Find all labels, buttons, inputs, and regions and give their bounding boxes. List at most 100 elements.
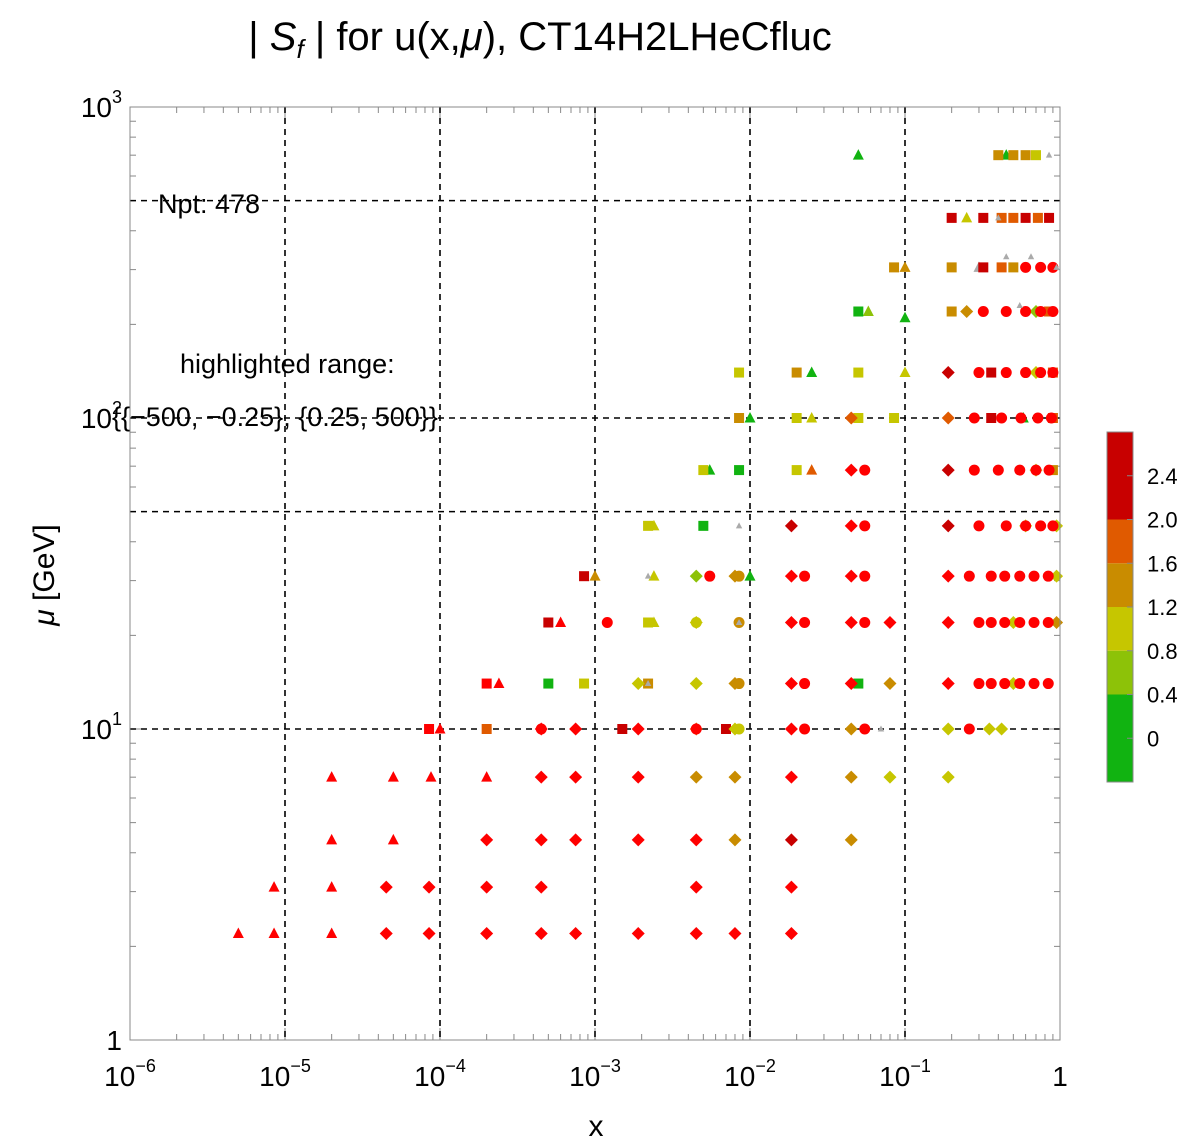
highlight-range-annotation: {{−500, −0.25}, {0.25, 500}} (112, 402, 438, 432)
data-point-diamond (631, 770, 645, 784)
data-point-diamond (784, 770, 798, 784)
data-point-diamond (784, 722, 798, 736)
data-point-square (889, 262, 900, 273)
data-point-diamond (784, 927, 798, 941)
data-point-circle (704, 570, 716, 582)
data-point-circle (973, 678, 985, 690)
data-point-circle (973, 617, 985, 629)
data-point-small-triangle (1053, 263, 1060, 270)
data-point-square (986, 413, 997, 423)
data-point-triangle (589, 570, 601, 581)
data-point-circle (1047, 367, 1059, 379)
data-point-circle (690, 723, 702, 735)
data-point-square (1020, 150, 1031, 161)
data-point-diamond (379, 880, 393, 894)
data-point-diamond (941, 569, 955, 583)
data-point-diamond (883, 677, 897, 691)
y-tick-label: 102 (81, 398, 122, 434)
data-point-diamond (631, 677, 645, 691)
data-point-square (1030, 150, 1041, 161)
x-tick-label: 1 (1052, 1061, 1068, 1092)
data-point-circle (1043, 464, 1055, 476)
colorbar-bin (1107, 650, 1133, 695)
data-point-triangle (387, 771, 399, 782)
data-point-square (734, 367, 745, 378)
npt-annotation: Npt: 478 (158, 189, 260, 219)
data-point-square (996, 262, 1007, 273)
data-point-circle (1035, 367, 1047, 379)
data-point-square (1032, 212, 1043, 223)
data-point-diamond (844, 616, 858, 630)
data-point-circle (1020, 520, 1032, 532)
data-point-diamond (883, 770, 897, 784)
data-point-small-triangle (877, 725, 885, 732)
data-point-triangle (268, 881, 280, 892)
data-point-square (978, 212, 989, 223)
data-point-circle (799, 723, 811, 735)
data-point-diamond (995, 722, 1009, 736)
data-point-diamond (689, 833, 703, 847)
data-point-square (424, 724, 435, 734)
data-point-diamond (844, 569, 858, 583)
data-point-circle (996, 412, 1008, 424)
data-point-square (853, 678, 864, 689)
data-point-circle (733, 570, 745, 582)
axis-ticks (129, 107, 1060, 1041)
data-point-diamond (844, 677, 858, 691)
data-point-diamond (844, 770, 858, 784)
data-point-diamond (941, 677, 955, 691)
data-point-triangle (806, 464, 818, 475)
plot-frame (129, 106, 1061, 1041)
data-point-circle (968, 464, 980, 476)
data-point-square (889, 413, 900, 423)
data-point-circle (1030, 464, 1042, 476)
data-point-circle (1042, 678, 1054, 690)
data-point-circle (859, 617, 871, 629)
data-point-circle (963, 723, 975, 735)
data-point-circle (1042, 617, 1054, 629)
data-point-diamond (534, 927, 548, 941)
data-point-circle (985, 617, 997, 629)
data-point-circle (1028, 678, 1040, 690)
data-point-diamond (422, 880, 436, 894)
colorbar: 0 0.4 0.8 1.2 1.6 2.0 2.4 (1106, 431, 1178, 783)
data-point-diamond (784, 833, 798, 847)
x-tick-label: 10−6 (104, 1056, 156, 1092)
data-point-circle (1015, 412, 1027, 424)
data-point-diamond (784, 616, 798, 630)
data-point-triangle (744, 570, 756, 581)
data-point-diamond (379, 927, 393, 941)
data-point-circle (1014, 617, 1026, 629)
data-point-square (1020, 212, 1031, 223)
data-point-small-triangle (1003, 253, 1010, 260)
data-point-circle (973, 367, 985, 379)
data-point-triangle (434, 723, 446, 734)
data-point-circle (999, 678, 1011, 690)
data-point-diamond (844, 519, 858, 533)
data-point-circle (1020, 261, 1032, 273)
data-point-circle (1042, 570, 1054, 582)
data-point-square (579, 678, 590, 689)
data-point-square (720, 724, 731, 734)
data-point-diamond (941, 519, 955, 533)
colorbar-label: 0.4 (1147, 683, 1178, 708)
data-point-circle (1047, 520, 1059, 532)
colorbar-label: 1.2 (1147, 595, 1178, 620)
data-point-diamond (784, 677, 798, 691)
data-point-square (643, 520, 654, 531)
data-point-diamond (534, 770, 548, 784)
data-point-circle (1047, 306, 1059, 318)
data-point-diamond (728, 770, 742, 784)
data-point-square (946, 306, 957, 317)
x-tick-label: 10−3 (569, 1056, 621, 1092)
colorbar-label: 2.4 (1147, 464, 1178, 489)
colorbar-label: 0 (1147, 726, 1159, 751)
data-point-diamond (569, 927, 583, 941)
data-point-square (993, 150, 1004, 161)
data-point-small-triangle (1045, 151, 1053, 158)
data-point-circle (690, 617, 702, 629)
data-point-circle (1000, 306, 1012, 318)
data-point-circle (977, 306, 989, 318)
colorbar-label: 2.0 (1147, 508, 1178, 533)
